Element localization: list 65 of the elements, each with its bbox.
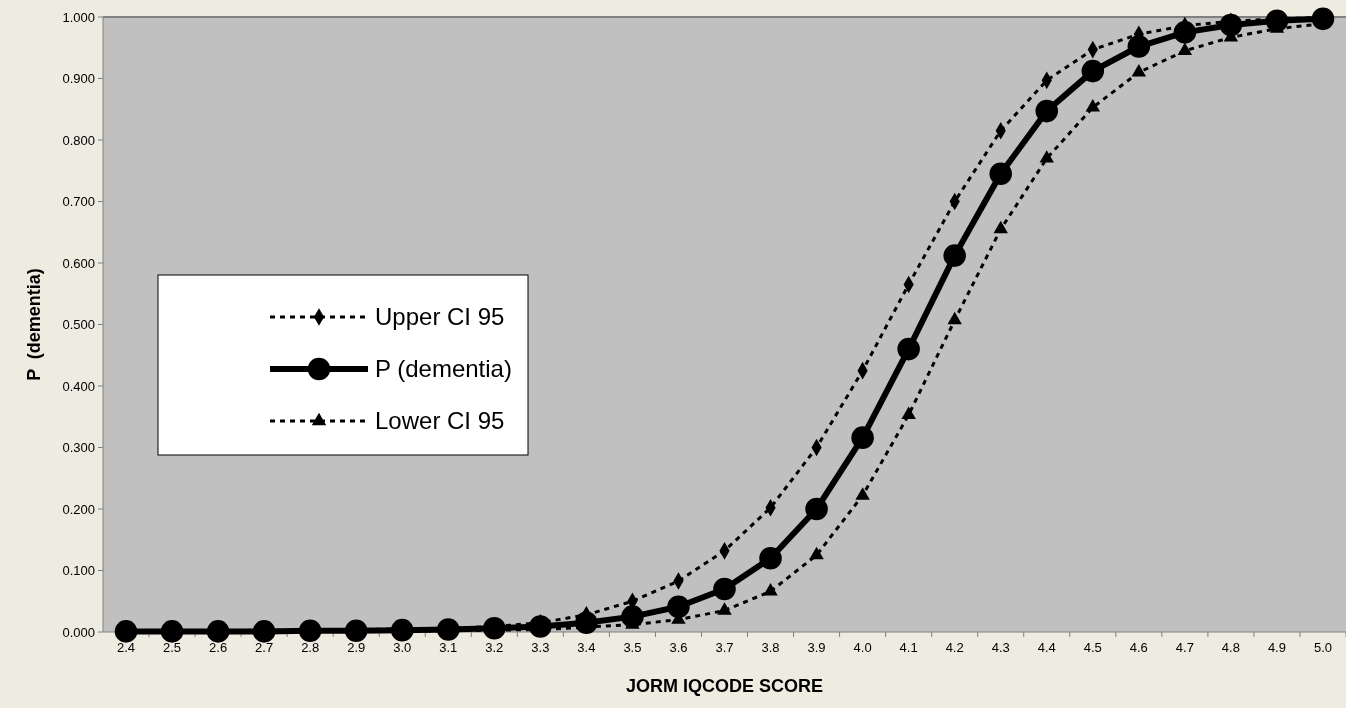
point (1081, 59, 1105, 83)
x-tick-label: 4.4 (1037, 640, 1056, 655)
y-tick-label: 0.500 (62, 317, 95, 333)
point (855, 487, 870, 500)
x-tick-label: 4.2 (945, 640, 964, 655)
point (667, 595, 690, 619)
point (1085, 99, 1100, 112)
point (897, 337, 920, 361)
x-tick-label: 2.4 (116, 640, 136, 655)
y-axis-title: P (dementia) (24, 268, 44, 381)
point (805, 497, 828, 521)
point (993, 220, 1008, 234)
point (901, 406, 916, 420)
point (1131, 64, 1147, 77)
y-tick-label: 0.400 (62, 378, 95, 394)
y-tick-label: 0.700 (62, 194, 95, 210)
x-tick-label: 3.2 (485, 640, 504, 655)
point (989, 162, 1013, 186)
legend-label: Lower CI 95 (375, 407, 505, 435)
x-tick-label: 2.7 (255, 640, 274, 655)
x-tick-label: 4.0 (853, 640, 872, 655)
point (947, 311, 962, 325)
x-tick-label: 3.7 (715, 640, 734, 655)
x-axis-title: JORM IQCODE SCORE (625, 676, 824, 696)
x-tick-label: 4.6 (1129, 640, 1148, 655)
x-tick-label: 3.3 (531, 640, 550, 655)
point (1039, 150, 1054, 163)
x-tick-label: 2.6 (209, 640, 228, 655)
y-tick-label: 0.200 (62, 501, 95, 517)
point (763, 583, 778, 596)
x-tick-label: 4.1 (899, 640, 918, 655)
legend-label: Upper CI 95 (375, 303, 505, 331)
y-tick-label: 1.000 (62, 9, 95, 25)
y-tick-label: 0.100 (62, 563, 95, 579)
x-tick-label: 3.9 (807, 640, 826, 655)
y-tick-label: 0.600 (62, 255, 95, 271)
y-tick-label: 0.300 (62, 440, 95, 456)
point (943, 244, 966, 267)
legend-label: P (dementia) (375, 355, 512, 383)
y-tick-label: 0.000 (62, 624, 95, 640)
x-tick-label: 4.7 (1175, 640, 1194, 655)
x-tick-label: 3.4 (577, 640, 596, 655)
point (713, 577, 736, 601)
point (759, 546, 782, 570)
point (1127, 35, 1151, 58)
x-tick-label: 3.0 (393, 640, 412, 655)
x-tick-label: 5.0 (1313, 640, 1333, 655)
point (717, 602, 732, 615)
x-tick-label: 4.5 (1083, 640, 1102, 655)
x-tick-label: 2.5 (163, 640, 182, 655)
point (1035, 99, 1059, 123)
x-tick-label: 4.3 (991, 640, 1010, 655)
x-tick-label: 3.6 (669, 640, 688, 655)
point (1177, 42, 1193, 55)
x-tick-label: 3.1 (439, 640, 458, 655)
x-tick-label: 3.8 (761, 640, 780, 655)
x-tick-label: 4.9 (1267, 640, 1286, 655)
x-tick-label: 2.8 (301, 640, 320, 655)
x-tick-label: 3.5 (623, 640, 642, 655)
y-tick-label: 0.900 (62, 71, 95, 87)
x-tick-label: 4.8 (1221, 640, 1240, 655)
y-tick-label: 0.800 (62, 132, 95, 148)
point (809, 546, 824, 560)
point (851, 426, 874, 449)
x-tick-label: 2.9 (347, 640, 366, 655)
